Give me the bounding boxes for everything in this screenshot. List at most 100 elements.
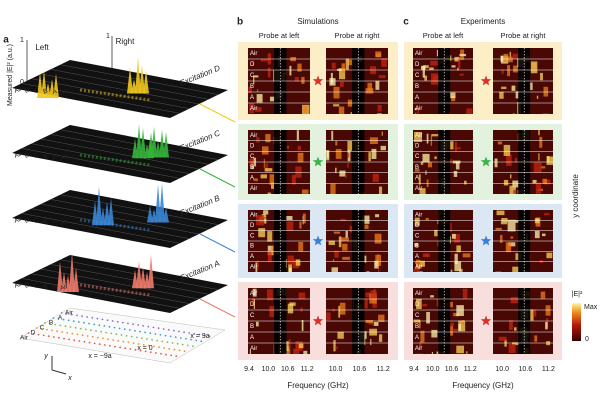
heatmap-cell xyxy=(532,179,537,184)
slab-line xyxy=(21,148,180,179)
heatmap-cell xyxy=(338,106,345,114)
heatmap-cell xyxy=(333,104,340,107)
lattice-site xyxy=(114,345,116,348)
slab-line xyxy=(40,138,200,170)
lattice-site xyxy=(79,327,82,330)
heatmap-cell xyxy=(495,227,502,231)
peak xyxy=(151,126,157,158)
lattice-site xyxy=(52,317,55,319)
heatmap-cell xyxy=(427,162,433,168)
lattice-site xyxy=(62,318,65,321)
heatmap-cell xyxy=(451,96,456,102)
lattice-site xyxy=(44,322,46,324)
x-tick-label: 10.6 xyxy=(281,366,295,373)
heatmap-cell xyxy=(333,86,340,99)
heatmap-cell xyxy=(291,174,296,185)
heatmap-cell xyxy=(422,66,425,78)
lattice-site xyxy=(59,324,62,327)
lattice-site xyxy=(174,336,177,339)
label: D xyxy=(250,223,255,229)
heatmap-cell xyxy=(263,158,265,169)
heatmap-cell xyxy=(339,302,346,315)
peak xyxy=(163,207,169,223)
lattice-site xyxy=(102,337,104,340)
heatmap-cell xyxy=(377,105,382,112)
peak xyxy=(41,70,47,98)
lattice-site xyxy=(76,333,79,336)
label: Air xyxy=(415,51,422,57)
heatmap-cell xyxy=(506,56,513,63)
heatmap-cell xyxy=(338,305,341,318)
heatmap-cell xyxy=(249,349,251,354)
heatmap-cell xyxy=(508,242,516,247)
heatmap-cell xyxy=(378,75,386,79)
heatmap-cell xyxy=(303,350,308,354)
lattice-site xyxy=(161,340,164,343)
lattice-site xyxy=(105,331,108,334)
heatmap-cell xyxy=(342,243,348,251)
heatmap-cell xyxy=(301,76,305,84)
lattice-site xyxy=(57,317,60,320)
heatmap-cell xyxy=(498,336,507,341)
lattice-site xyxy=(154,333,157,335)
label: Air xyxy=(415,106,422,112)
label: D xyxy=(250,302,255,308)
lattice-site xyxy=(176,342,179,345)
peak xyxy=(147,205,153,223)
heatmap-cell xyxy=(377,261,380,272)
star-marker xyxy=(312,235,324,246)
heatmap-cell xyxy=(456,245,461,253)
heatmap-cell xyxy=(257,89,259,93)
lattice-site xyxy=(83,340,86,343)
lattice-site xyxy=(178,349,181,352)
signal-line xyxy=(199,233,236,253)
peak xyxy=(140,127,146,159)
x-tick-label: 10.0 xyxy=(329,366,343,373)
lattice-site xyxy=(63,337,65,340)
x-tick-label: 11.2 xyxy=(542,366,555,373)
heatmap-cell xyxy=(508,344,516,353)
heatmap-cell xyxy=(285,215,293,221)
heatmap-cell xyxy=(380,145,386,151)
heatmap-cell xyxy=(430,295,434,298)
lattice-site xyxy=(86,335,89,337)
heatmap-cell xyxy=(511,342,520,346)
heatmap-cell xyxy=(513,65,518,73)
heatmap-cell xyxy=(361,215,370,224)
heatmap-cell xyxy=(417,106,419,114)
heatmap-cell xyxy=(381,58,387,67)
lattice-site xyxy=(121,321,124,324)
lattice-site xyxy=(151,338,154,341)
x-tick-label: 11.2 xyxy=(464,366,477,373)
heatmap-cell xyxy=(258,228,266,238)
heatmap-cell xyxy=(513,327,517,331)
label: 1 xyxy=(20,37,24,44)
lattice-site xyxy=(103,325,106,327)
lattice-site xyxy=(124,347,127,350)
heatmap-cell xyxy=(262,146,269,155)
heatmap-cell xyxy=(287,255,294,265)
lattice-site xyxy=(178,330,180,333)
label: Max xyxy=(584,304,598,311)
lattice-site xyxy=(45,328,48,331)
label: C xyxy=(33,282,40,290)
heatmap-cell xyxy=(375,254,382,266)
heatmap-cell xyxy=(540,166,546,169)
heatmap-cell xyxy=(285,352,288,354)
lattice-site xyxy=(156,339,159,342)
peak xyxy=(143,69,149,94)
lattice-site xyxy=(93,323,96,326)
lattice-site xyxy=(40,327,43,330)
label: A xyxy=(52,88,59,96)
peak xyxy=(140,266,146,289)
label: B xyxy=(415,165,419,171)
heatmap-cell xyxy=(347,140,354,151)
label: A xyxy=(250,176,254,182)
heatmap-cell xyxy=(420,161,424,165)
heatmap-cell xyxy=(540,72,543,81)
heatmap-cell xyxy=(254,107,262,112)
lattice-site xyxy=(193,332,196,335)
heatmap-cell xyxy=(285,341,289,352)
heatmap-cell xyxy=(253,299,255,309)
peak xyxy=(108,197,114,226)
